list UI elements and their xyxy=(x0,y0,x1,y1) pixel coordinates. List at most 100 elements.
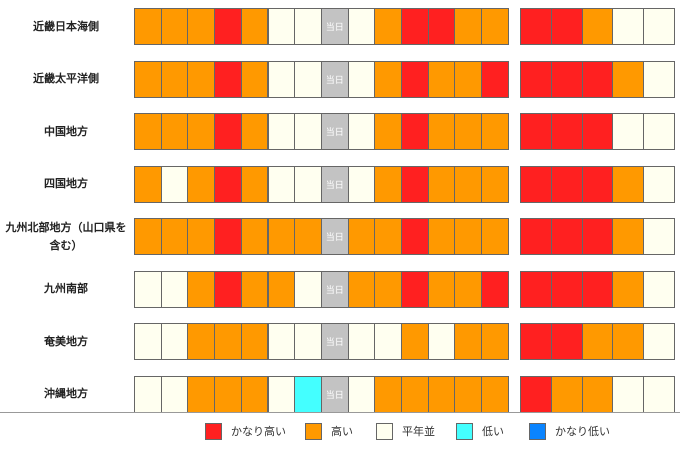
daily-cell xyxy=(454,270,483,308)
daily-cell xyxy=(187,165,216,203)
daily-cell xyxy=(240,8,269,45)
weekly-cell xyxy=(581,8,614,45)
daily-cell xyxy=(427,165,456,203)
daily-cell xyxy=(187,375,216,413)
daily-cell xyxy=(347,270,376,308)
weekly-cell xyxy=(643,218,675,255)
weekly-cell xyxy=(643,270,675,308)
daily-cell xyxy=(214,270,242,308)
daily-cell xyxy=(481,8,509,45)
daily-cell xyxy=(214,218,242,255)
daily-cell xyxy=(347,218,376,255)
weekly-cell xyxy=(520,113,552,150)
weekly-cell xyxy=(550,375,583,413)
daily-cell xyxy=(267,375,296,413)
daily-cell xyxy=(214,113,242,150)
legend-label: かなり高い xyxy=(231,425,286,438)
daily-cell xyxy=(294,60,322,98)
daily-cell xyxy=(374,165,402,203)
daily-cell xyxy=(134,113,162,150)
weekly-cell xyxy=(550,270,583,308)
weekly-cell xyxy=(520,323,552,360)
daily-cell xyxy=(481,113,509,150)
region-label: 奄美地方 xyxy=(44,334,88,348)
daily-cell xyxy=(160,375,189,413)
weekly-cell xyxy=(520,60,552,98)
daily-cell xyxy=(160,323,189,360)
daily-cell xyxy=(427,113,456,150)
daily-cell xyxy=(347,113,376,150)
daily-cell xyxy=(160,113,189,150)
weekly-cell xyxy=(643,165,675,203)
weekly-cell xyxy=(643,8,675,45)
daily-cell xyxy=(401,113,429,150)
daily-cell xyxy=(240,375,269,413)
weekly-cell xyxy=(550,113,583,150)
daily-cell xyxy=(347,60,376,98)
daily-cell xyxy=(374,60,402,98)
daily-cell xyxy=(134,60,162,98)
daily-cell xyxy=(454,60,483,98)
daily-cell xyxy=(187,323,216,360)
daily-cell xyxy=(187,218,216,255)
weekly-cell xyxy=(643,375,675,413)
today-cell: 当日 xyxy=(320,375,349,413)
daily-cell xyxy=(240,165,269,203)
daily-cell xyxy=(427,375,456,413)
daily-cell xyxy=(267,218,296,255)
weekly-cell xyxy=(520,8,552,45)
daily-cell xyxy=(454,375,483,413)
weekly-cell xyxy=(550,323,583,360)
region-label: 九州北部地方（山口県を含む） xyxy=(5,220,127,252)
region-label: 九州南部 xyxy=(44,282,88,295)
daily-cell xyxy=(214,323,242,360)
today-cell: 当日 xyxy=(320,60,349,98)
daily-cell xyxy=(187,270,216,308)
legend-label: 高い xyxy=(331,425,353,438)
region-label: 沖縄地方 xyxy=(44,387,88,400)
region-label: 近畿太平洋側 xyxy=(33,72,99,85)
daily-cell xyxy=(374,323,402,360)
daily-cell xyxy=(427,218,456,255)
weekly-cell xyxy=(612,270,645,308)
today-cell: 当日 xyxy=(320,323,349,360)
weekly-cell xyxy=(581,165,614,203)
daily-cell xyxy=(134,323,162,360)
legend-label: かなり低い xyxy=(555,425,610,438)
daily-cell xyxy=(481,165,509,203)
legend-label: 平年並 xyxy=(402,425,435,438)
weekly-cell xyxy=(612,218,645,255)
daily-cell xyxy=(267,8,296,45)
daily-cell xyxy=(294,113,322,150)
legend-swatch xyxy=(456,423,473,440)
weekly-cell xyxy=(520,165,552,203)
daily-cell xyxy=(267,113,296,150)
weekly-cell xyxy=(520,218,552,255)
daily-cell xyxy=(401,218,429,255)
daily-cell xyxy=(427,270,456,308)
daily-cell xyxy=(240,218,269,255)
legend-divider xyxy=(0,412,680,413)
weekly-cell xyxy=(612,375,645,413)
today-cell: 当日 xyxy=(320,218,349,255)
region-label: 中国地方 xyxy=(44,124,88,138)
weekly-cell xyxy=(612,323,645,360)
daily-cell xyxy=(267,323,296,360)
daily-cell xyxy=(240,270,269,308)
daily-cell xyxy=(481,270,509,308)
daily-cell xyxy=(187,113,216,150)
daily-cell xyxy=(374,375,402,413)
daily-cell xyxy=(214,60,242,98)
legend-swatch xyxy=(305,423,322,440)
daily-cell xyxy=(481,60,509,98)
weekly-cell xyxy=(643,113,675,150)
today-cell: 当日 xyxy=(320,113,349,150)
daily-cell xyxy=(240,323,269,360)
daily-cell xyxy=(187,60,216,98)
daily-cell xyxy=(160,60,189,98)
daily-cell xyxy=(214,165,242,203)
daily-cell xyxy=(401,60,429,98)
weekly-cell xyxy=(550,218,583,255)
weekly-cell xyxy=(581,270,614,308)
weekly-cell xyxy=(643,323,675,360)
